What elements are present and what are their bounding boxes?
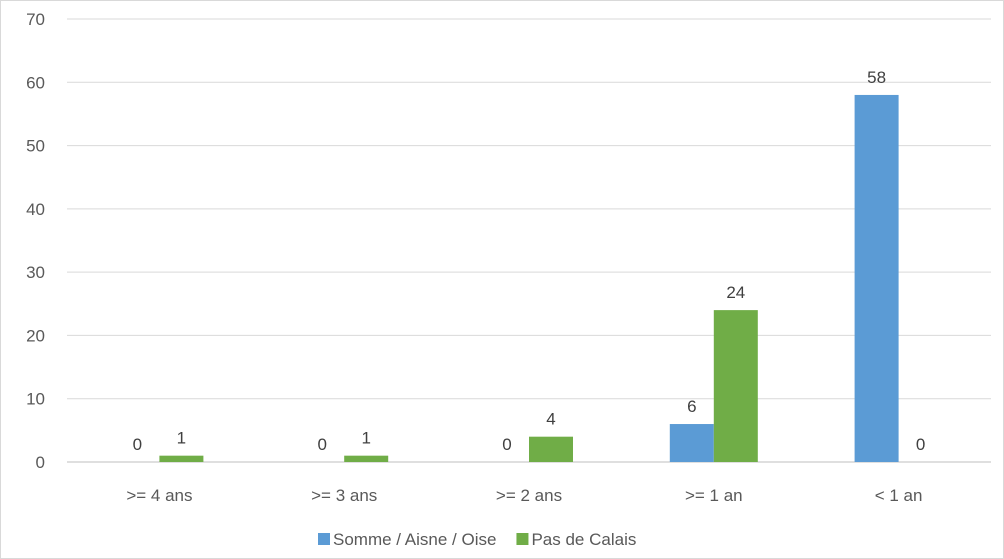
gridlines <box>67 18 991 463</box>
y-tick-label: 20 <box>26 326 45 345</box>
bar-1-0 <box>159 455 204 462</box>
legend-swatch <box>516 533 529 545</box>
bar-0-3 <box>669 424 714 462</box>
data-label: 1 <box>361 429 370 448</box>
legend-label: Somme / Aisne / Oise <box>333 530 496 549</box>
data-label: 0 <box>317 435 326 454</box>
data-label: 58 <box>867 68 886 87</box>
category-label: < 1 an <box>875 486 923 505</box>
data-label: 0 <box>916 435 925 454</box>
y-tick-label: 40 <box>26 200 45 219</box>
y-tick-label: 10 <box>26 390 45 409</box>
y-tick-label: 60 <box>26 73 45 92</box>
y-tick-label: 70 <box>26 10 45 29</box>
y-tick-label: 30 <box>26 263 45 282</box>
bars <box>159 94 899 462</box>
y-tick-label: 0 <box>36 453 45 472</box>
bar-1-3 <box>713 310 758 462</box>
legend: Somme / Aisne / Oise Pas de Calais <box>318 530 636 549</box>
category-label: >= 4 ans <box>126 486 192 505</box>
data-label: 4 <box>546 410 555 429</box>
category-label: >= 3 ans <box>311 486 377 505</box>
bar-0-4 <box>854 94 899 462</box>
y-axis-tick-labels: 0 10 20 30 40 50 60 70 <box>26 10 45 472</box>
bar-1-1 <box>344 455 389 462</box>
data-labels: 0 1 0 1 0 4 6 24 58 0 <box>133 68 926 454</box>
data-label: 0 <box>133 435 142 454</box>
x-axis-category-labels: >= 4 ans >= 3 ans >= 2 ans >= 1 an < 1 an <box>126 486 922 505</box>
category-label: >= 2 ans <box>496 486 562 505</box>
data-label: 6 <box>687 397 696 416</box>
legend-swatch <box>318 533 330 545</box>
data-label: 0 <box>502 435 511 454</box>
category-label: >= 1 an <box>685 486 743 505</box>
data-label: 24 <box>726 283 745 302</box>
data-label: 1 <box>177 429 186 448</box>
legend-label: Pas de Calais <box>531 530 636 549</box>
bar-1-2 <box>529 436 573 462</box>
y-tick-label: 50 <box>26 137 45 156</box>
